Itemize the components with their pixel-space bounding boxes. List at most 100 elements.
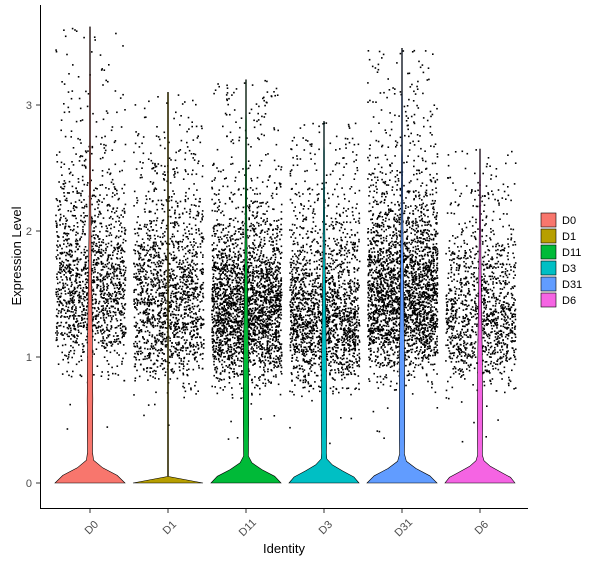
data-point bbox=[272, 357, 275, 360]
data-point bbox=[182, 327, 185, 329]
data-point bbox=[156, 304, 159, 307]
data-point bbox=[186, 328, 189, 331]
data-point bbox=[228, 300, 230, 302]
data-point bbox=[279, 285, 282, 288]
data-point bbox=[189, 270, 192, 272]
data-point bbox=[98, 213, 100, 216]
data-point bbox=[258, 311, 260, 313]
data-point bbox=[93, 189, 95, 192]
data-point bbox=[251, 274, 254, 277]
data-point bbox=[241, 310, 243, 312]
data-point bbox=[78, 192, 80, 194]
data-point bbox=[201, 239, 204, 242]
data-point bbox=[267, 299, 270, 302]
data-point bbox=[114, 307, 116, 310]
data-point bbox=[215, 233, 217, 235]
data-point bbox=[220, 342, 222, 345]
data-point bbox=[101, 309, 103, 311]
data-point bbox=[252, 282, 254, 284]
data-point bbox=[278, 323, 281, 326]
data-point bbox=[170, 326, 172, 328]
data-point bbox=[219, 294, 222, 297]
data-point bbox=[120, 310, 123, 312]
data-point bbox=[254, 200, 257, 203]
data-point bbox=[179, 216, 181, 219]
data-point bbox=[259, 312, 262, 314]
data-point bbox=[227, 306, 229, 309]
data-point bbox=[104, 298, 107, 300]
data-point bbox=[215, 371, 218, 374]
data-point bbox=[122, 344, 125, 346]
data-point bbox=[270, 298, 272, 301]
data-point bbox=[62, 308, 64, 310]
data-point bbox=[113, 186, 116, 188]
data-point bbox=[73, 209, 76, 211]
data-point bbox=[67, 210, 70, 212]
data-point bbox=[83, 223, 86, 226]
data-point bbox=[187, 314, 189, 316]
data-point bbox=[219, 355, 222, 358]
data-point bbox=[232, 307, 235, 310]
data-point bbox=[181, 331, 184, 334]
data-point bbox=[222, 224, 225, 226]
data-point bbox=[146, 355, 149, 357]
data-point bbox=[112, 251, 114, 254]
data-point bbox=[67, 327, 70, 330]
data-point bbox=[179, 276, 182, 278]
data-point bbox=[66, 310, 69, 313]
data-point bbox=[104, 275, 107, 278]
data-point bbox=[69, 327, 72, 330]
data-point bbox=[252, 294, 254, 297]
data-point bbox=[179, 292, 182, 294]
data-point bbox=[74, 29, 76, 31]
data-point bbox=[107, 371, 109, 373]
data-point bbox=[234, 242, 237, 244]
data-point bbox=[250, 303, 253, 305]
data-point bbox=[72, 370, 74, 373]
data-point bbox=[78, 199, 81, 202]
data-point bbox=[260, 319, 263, 321]
data-point bbox=[60, 161, 63, 164]
data-point bbox=[113, 298, 116, 301]
data-point bbox=[144, 254, 146, 257]
data-point bbox=[219, 302, 222, 304]
data-point bbox=[160, 265, 163, 268]
data-point bbox=[114, 188, 117, 190]
data-point bbox=[99, 289, 102, 292]
data-point bbox=[226, 245, 228, 248]
data-point bbox=[258, 105, 260, 108]
data-point bbox=[217, 278, 220, 280]
data-point bbox=[249, 303, 251, 306]
data-point bbox=[150, 220, 153, 223]
data-point bbox=[247, 143, 250, 146]
data-point bbox=[117, 302, 119, 305]
data-point bbox=[141, 249, 144, 251]
data-point bbox=[196, 210, 199, 213]
data-point bbox=[251, 351, 253, 353]
data-point bbox=[80, 332, 82, 335]
data-point bbox=[174, 327, 176, 330]
data-point bbox=[83, 325, 85, 327]
data-point bbox=[277, 364, 280, 367]
data-point bbox=[241, 210, 244, 213]
data-point bbox=[264, 231, 266, 233]
data-point bbox=[151, 325, 154, 327]
data-point bbox=[222, 249, 224, 252]
data-point bbox=[105, 274, 108, 276]
data-point bbox=[178, 216, 180, 219]
data-point bbox=[215, 300, 218, 303]
data-point bbox=[56, 315, 59, 318]
data-point bbox=[155, 219, 158, 222]
data-point bbox=[63, 192, 65, 194]
data-point bbox=[144, 270, 147, 272]
data-point bbox=[217, 325, 219, 327]
data-point bbox=[58, 151, 61, 153]
data-point bbox=[57, 282, 59, 285]
data-point bbox=[220, 278, 222, 280]
data-point bbox=[114, 372, 117, 375]
data-point bbox=[163, 285, 166, 288]
data-point bbox=[102, 282, 104, 284]
data-point bbox=[136, 240, 138, 243]
data-point bbox=[213, 287, 215, 289]
data-point bbox=[257, 266, 260, 268]
